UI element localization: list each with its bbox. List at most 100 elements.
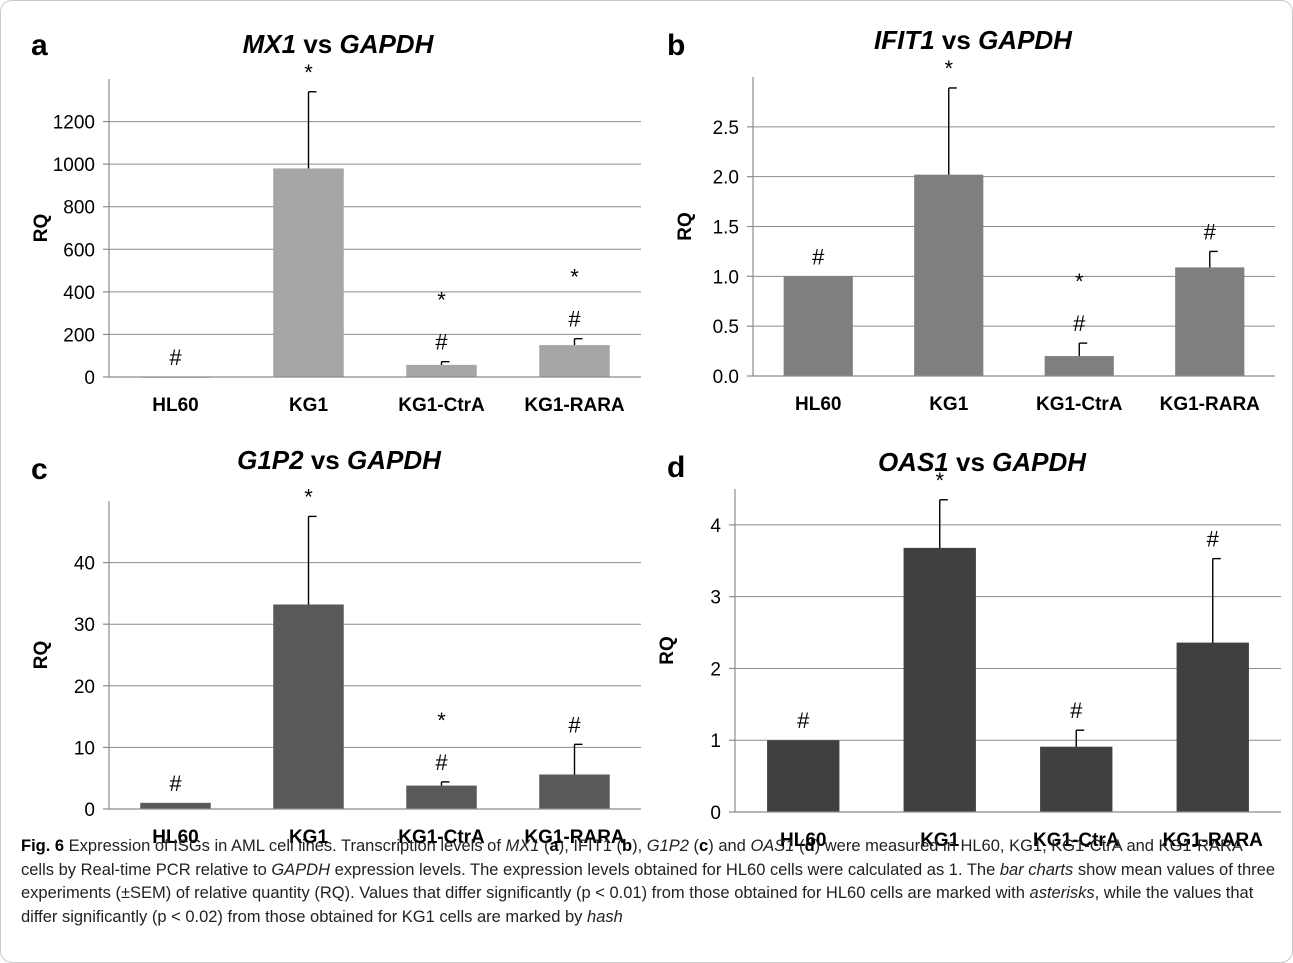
x-category-label: HL60 (780, 830, 826, 851)
title-gene: IFIT1 (874, 25, 935, 55)
bar-hl60 (140, 802, 211, 809)
x-category-label: KG1-CtrA (398, 827, 485, 848)
bar-kg1-rara (1176, 642, 1249, 812)
y-tick-label: 1.5 (713, 218, 739, 239)
caption-fig-label: Fig. 6 (21, 837, 65, 855)
y-tick-label: 2.5 (713, 118, 739, 139)
y-axis-label: RQ (675, 212, 696, 241)
caption-text: ) and (708, 837, 751, 855)
bar-kg1-ctra (406, 364, 477, 377)
title-ref: GAPDH (992, 447, 1087, 477)
x-category-label: HL60 (152, 827, 198, 848)
y-tick-label: 30 (74, 615, 95, 636)
x-category-label: KG1 (929, 394, 969, 415)
significance-hash: # (568, 712, 581, 737)
y-tick-label: 4 (710, 516, 721, 537)
caption-text: c (699, 837, 709, 855)
y-tick-label: 600 (63, 240, 95, 261)
caption-text: asterisks (1029, 884, 1095, 902)
title-vs: vs (949, 447, 992, 477)
y-tick-label: 2 (710, 659, 721, 680)
x-category-label: KG1-RARA (1163, 830, 1264, 851)
significance-asterisk: * (935, 468, 944, 493)
y-tick-label: 1 (710, 731, 721, 752)
figure-caption: Fig. 6 Expression of ISGs in AML cell li… (21, 835, 1276, 929)
caption-text: a (549, 837, 559, 855)
bar-kg1 (273, 168, 344, 377)
y-tick-label: 3 (710, 588, 721, 609)
y-tick-label: 1000 (53, 155, 95, 176)
y-tick-label: 1200 (53, 113, 95, 134)
title-gene: OAS1 (878, 447, 949, 477)
significance-hash: # (169, 771, 182, 796)
significance-hash: # (1073, 311, 1086, 336)
y-axis-label: RQ (31, 641, 52, 670)
x-category-label: KG1-RARA (1160, 394, 1261, 415)
caption-text: expression levels. The expression levels… (330, 860, 1000, 879)
significance-hash: # (797, 708, 810, 733)
significance-asterisk: * (304, 60, 313, 85)
chart-panel-b: b IFIT1 vs GAPDH 0.0 0.5 1.0 1.5 2.0 2.5 RQ # HL60… (667, 25, 1275, 415)
y-tick-label: 0 (84, 368, 95, 389)
caption-text: d (804, 837, 815, 855)
significance-hash: # (812, 244, 825, 269)
bar-kg1 (914, 174, 984, 376)
y-tick-label: 200 (63, 325, 95, 346)
y-tick-label: 20 (74, 677, 95, 698)
chart-title: OAS1 vs GAPDH (878, 447, 1087, 477)
y-axis-label: RQ (657, 636, 678, 665)
caption-text: show mean values of three experiments (±… (21, 860, 1276, 903)
x-category-label: KG1 (289, 827, 329, 848)
x-category-label: KG1 (289, 395, 329, 416)
caption-text: , while the values that differ significa… (21, 884, 1254, 926)
caption-text: bar charts (999, 860, 1074, 879)
y-tick-label: 1.0 (713, 267, 739, 288)
significance-hash: # (1070, 698, 1083, 723)
title-vs: vs (304, 445, 347, 475)
title-vs: vs (935, 25, 978, 55)
significance-asterisk: * (437, 288, 446, 313)
panel-letter: b (667, 29, 685, 62)
significance-hash: # (1207, 527, 1220, 552)
significance-asterisk: * (570, 265, 579, 290)
caption-text: ( (539, 837, 550, 855)
caption-text: ), (632, 837, 647, 855)
chart-panel-c: c G1P2 vs GAPDH 0 10 20 30 40 RQ # HL60 * KG1 # * KG1-… (31, 445, 641, 848)
bar-kg1-rara (1175, 267, 1245, 376)
caption-text: GAPDH (271, 860, 331, 879)
chart-title: IFIT1 vs GAPDH (874, 25, 1073, 55)
y-axis-label: RQ (31, 214, 52, 243)
x-category-label: KG1-RARA (524, 395, 625, 416)
significance-asterisk: * (1075, 269, 1084, 294)
title-gene: G1P2 (237, 445, 304, 475)
title-gene: MX1 (243, 29, 296, 59)
y-tick-label: 0.0 (713, 367, 739, 388)
significance-hash: # (435, 330, 448, 355)
bar-kg1 (903, 547, 976, 812)
x-category-label: HL60 (795, 394, 841, 415)
caption-text: OAS1 (750, 837, 795, 855)
caption-text: hash (587, 907, 623, 926)
caption-text: ), IFIT1 ( (558, 837, 622, 855)
title-vs: vs (296, 29, 339, 59)
caption-text: G1P2 (646, 837, 689, 855)
x-category-label: HL60 (152, 395, 198, 416)
chart-panel-d: d OAS1 vs GAPDH 0 1 2 3 4 RQ # HL60 * KG1 # KG1-CtrA #… (657, 447, 1281, 851)
chart-panel-a: a MX1 vs GAPDH 0 200 400 600 800 1000 1200 RQ # HL6… (31, 29, 641, 416)
significance-hash: # (568, 307, 581, 332)
x-category-label: KG1-CtrA (398, 395, 485, 416)
bar-kg1-rara (539, 345, 610, 377)
x-category-label: KG1-RARA (524, 827, 625, 848)
bar-hl60 (767, 740, 840, 812)
y-tick-label: 40 (74, 554, 95, 575)
y-tick-label: 2.0 (713, 168, 739, 189)
bar-kg1-ctra (406, 785, 477, 809)
bar-hl60 (783, 276, 853, 376)
panel-letter: c (31, 453, 48, 486)
title-ref: GAPDH (339, 29, 434, 59)
y-tick-label: 0 (84, 800, 95, 821)
y-tick-label: 0 (710, 803, 721, 824)
significance-hash: # (435, 750, 448, 775)
bar-kg1-rara (539, 774, 610, 809)
